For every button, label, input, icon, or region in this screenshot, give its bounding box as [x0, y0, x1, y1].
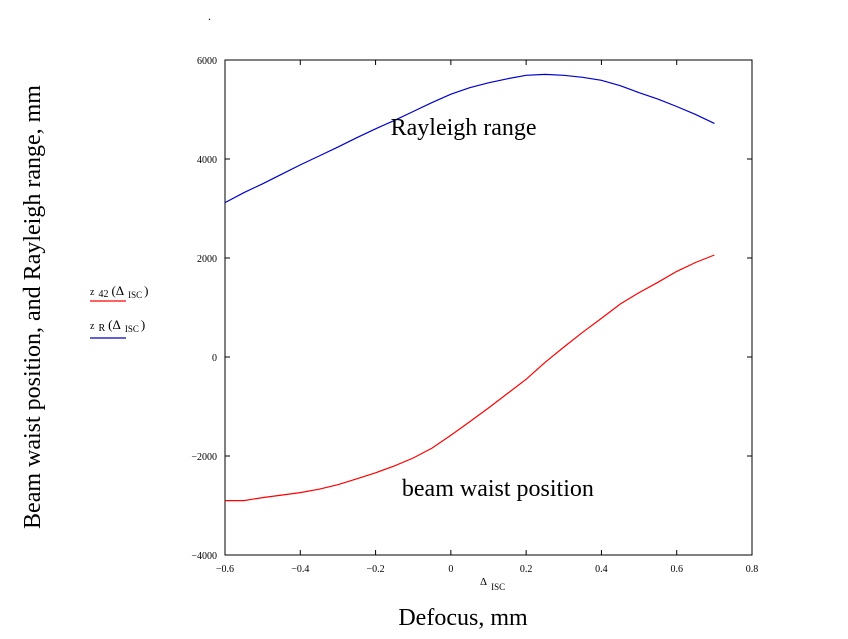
series-line-z42 — [225, 254, 715, 502]
plot-frame — [224, 59, 753, 556]
x-tick-label: 0.6 — [670, 564, 683, 575]
annotation-rayleigh-range: Rayleigh range — [391, 115, 537, 141]
y-tick-label: −2000 — [191, 452, 217, 463]
annotations: Rayleigh range beam waist position — [391, 115, 594, 502]
x-tick-label: −0.4 — [291, 564, 309, 575]
x-axis: −0.6 −0.4 −0.2 0 0.2 0.4 0.6 0.8 — [216, 60, 758, 575]
x-axis-symbol-sub: ISC — [491, 582, 505, 592]
x-tick-label: 0 — [448, 564, 453, 575]
y-tick-label: 2000 — [197, 254, 217, 265]
x-tick-label: 0.2 — [520, 564, 533, 575]
y-axis-title: Beam waist position, and Rayleigh range,… — [20, 85, 46, 529]
x-tick-label: −0.6 — [216, 564, 234, 575]
y-tick-label: 6000 — [197, 56, 217, 67]
plot-border — [224, 59, 753, 556]
legend-label-zR: z R (Δ ISC) — [90, 317, 145, 334]
x-tick-label: 0.4 — [595, 564, 608, 575]
legend-label-z42: z 42 (Δ ISC) — [90, 283, 149, 300]
top-mark: . — [208, 9, 211, 23]
x-axis-symbol: Δ ISC — [480, 576, 505, 592]
y-tick-label: 4000 — [197, 155, 217, 166]
series-line-zR — [224, 73, 715, 204]
y-axis: −4000 −2000 0 2000 4000 6000 — [191, 56, 752, 562]
legend: z 42 (Δ ISC) z R (Δ ISC) — [90, 283, 149, 339]
series-layer — [224, 73, 715, 502]
x-tick-label: −0.2 — [367, 564, 385, 575]
x-axis-title: Defocus, mm — [398, 605, 528, 631]
y-tick-label: −4000 — [191, 551, 217, 562]
x-axis-symbol-main: Δ — [480, 576, 487, 588]
y-tick-label: 0 — [212, 353, 217, 364]
x-tick-label: 0.8 — [746, 564, 759, 575]
annotation-beam-waist-position: beam waist position — [402, 476, 594, 502]
